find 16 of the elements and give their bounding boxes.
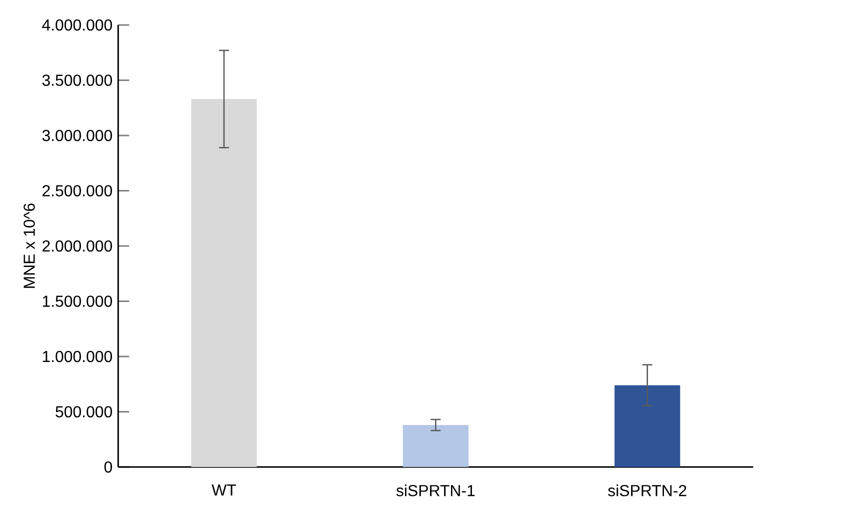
y-tick-label: 2.500.000 <box>42 185 112 196</box>
y-tick-label: 500.000 <box>56 406 112 418</box>
bar <box>402 425 468 467</box>
bar <box>191 99 257 467</box>
y-tick-label: 1.000.000 <box>42 350 112 362</box>
y-tick-label: 1.500.000 <box>42 296 112 307</box>
y-tick-label: 3.000.000 <box>42 130 112 142</box>
x-tick-label: WT <box>212 484 236 496</box>
y-axis-title: MNE x 10^6 <box>24 204 35 288</box>
y-tick-label: 3.500.000 <box>42 74 112 86</box>
y-tick-label: 0 <box>104 461 112 473</box>
x-tick-label: siSPRTN-1 <box>396 484 475 496</box>
y-tick-label: 4.000.000 <box>42 19 112 31</box>
y-tick-label: 2.000.000 <box>42 240 112 252</box>
x-tick-label: siSPRTN-2 <box>608 484 686 496</box>
bar <box>614 385 680 467</box>
